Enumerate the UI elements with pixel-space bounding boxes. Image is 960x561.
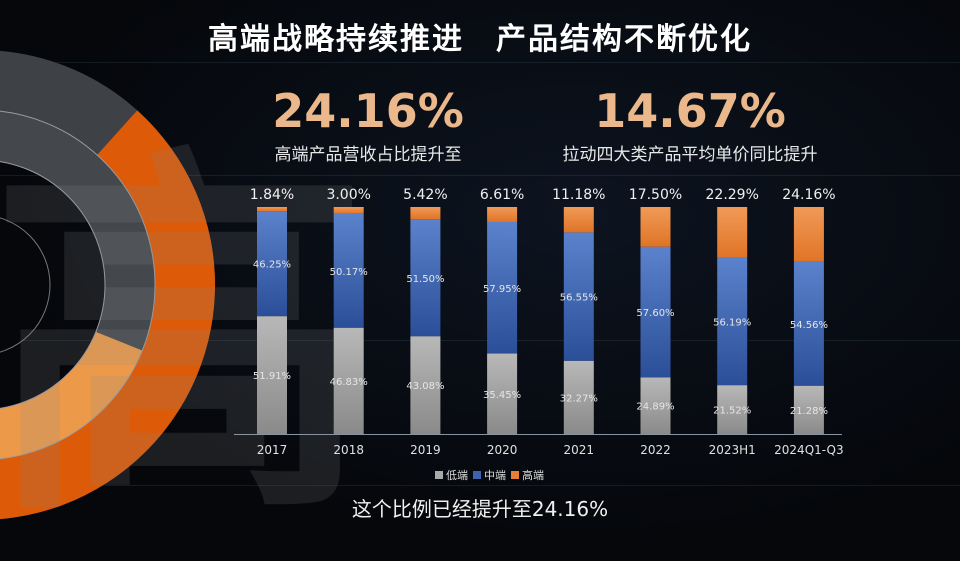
kpi-value: 24.16% xyxy=(272,84,464,138)
data-label-high-end: 11.18% xyxy=(552,187,605,203)
legend-swatch-low-end xyxy=(435,471,443,479)
bar-segment-high-end xyxy=(717,207,748,258)
kpi-caption: 高端产品营收占比提升至 xyxy=(274,145,462,165)
legend-swatch-high-end xyxy=(511,471,519,479)
data-label-mid-end: 46.25% xyxy=(253,260,291,271)
kpi-high-end-share: 24.16% 高端产品营收占比提升至 xyxy=(248,88,488,165)
divider xyxy=(0,62,960,63)
bar-segment-low-end xyxy=(487,353,518,434)
data-label-low-end: 32.27% xyxy=(560,393,598,404)
x-tick-label: 2017 xyxy=(257,443,288,457)
data-label-high-end: 6.61% xyxy=(480,187,524,203)
data-label-high-end: 17.50% xyxy=(629,187,682,203)
data-label-high-end: 22.29% xyxy=(706,187,759,203)
bar-segment-high-end xyxy=(563,207,594,233)
data-label-low-end: 21.52% xyxy=(713,406,751,417)
legend-label-high-end: 高端 xyxy=(522,468,544,482)
bar-segment-high-end xyxy=(793,207,824,262)
data-label-low-end: 35.45% xyxy=(483,390,521,401)
x-tick-label: 2019 xyxy=(410,443,441,457)
legend-label-low-end: 低端 xyxy=(446,469,468,482)
data-label-low-end: 24.89% xyxy=(636,402,674,413)
data-label-high-end: 24.16% xyxy=(782,187,835,203)
kpi-caption: 拉动四大类产品平均单价同比提升 xyxy=(562,145,818,165)
decorative-rings xyxy=(0,50,215,520)
divider xyxy=(0,175,960,176)
x-tick-label: 2024Q1-Q3 xyxy=(774,443,843,457)
stacked-bar-chart: 51.91% 46.25% 1.84% 2017 46.83% 50.17% 3.00% 20… xyxy=(234,187,844,482)
data-label-low-end: 51.91% xyxy=(253,371,291,382)
data-label-mid-end: 57.60% xyxy=(636,308,674,319)
kpi-price-growth: 14.67% 拉动四大类产品平均单价同比提升 xyxy=(540,88,840,165)
x-tick-label: 2022 xyxy=(640,443,671,457)
x-tick-label: 2023H1 xyxy=(709,443,756,457)
data-label-high-end: 3.00% xyxy=(326,187,370,203)
x-tick-label: 2018 xyxy=(333,443,364,457)
bar-segment-mid-end xyxy=(333,213,364,328)
footer-caption: 这个比例已经提升至24.16% xyxy=(351,497,609,521)
x-tick-label: 2020 xyxy=(487,443,518,457)
data-label-mid-end: 57.95% xyxy=(483,284,521,295)
bar-segment-mid-end xyxy=(257,211,287,317)
bar-segment-mid-end xyxy=(640,246,671,378)
bar-segment-low-end xyxy=(333,327,364,434)
bar-segment-high-end xyxy=(410,207,441,220)
kpi-value: 14.67% xyxy=(594,84,786,138)
data-label-high-end: 1.84% xyxy=(250,187,294,203)
bar-segment-high-end xyxy=(640,207,671,247)
data-label-high-end: 5.42% xyxy=(403,187,447,203)
bar-segment-mid-end xyxy=(487,222,518,354)
bar-segment-low-end xyxy=(257,316,287,434)
divider xyxy=(0,340,960,341)
divider xyxy=(0,485,960,486)
legend-swatch-mid-end xyxy=(473,471,481,479)
bar-segment-high-end xyxy=(257,207,287,212)
data-label-low-end: 43.08% xyxy=(406,381,444,392)
bar-segment-low-end xyxy=(410,336,441,434)
data-label-mid-end: 51.50% xyxy=(406,274,444,285)
data-label-mid-end: 54.56% xyxy=(790,320,828,331)
bar-segment-high-end xyxy=(487,207,518,223)
x-tick-label: 2021 xyxy=(564,443,595,457)
page-title: 高端战略持续推进 产品结构不断优化 xyxy=(208,22,752,57)
data-label-low-end: 21.28% xyxy=(790,406,828,417)
legend-label-mid-end: 中端 xyxy=(484,469,506,482)
bar-segment-low-end xyxy=(793,385,824,434)
bar-segment-high-end xyxy=(333,207,364,214)
bar-segment-low-end xyxy=(563,360,594,434)
bar-segment-low-end xyxy=(717,385,748,434)
bar-segment-mid-end xyxy=(793,261,824,386)
bar-segment-mid-end xyxy=(717,257,748,386)
data-label-mid-end: 56.55% xyxy=(560,293,598,304)
watermark-character: 高 xyxy=(0,118,370,561)
data-label-mid-end: 50.17% xyxy=(330,267,368,278)
bar-segment-mid-end xyxy=(410,219,441,337)
bar-segment-low-end xyxy=(640,377,671,434)
data-label-low-end: 46.83% xyxy=(330,377,368,388)
data-label-mid-end: 56.19% xyxy=(713,317,751,328)
bar-segment-mid-end xyxy=(563,232,594,361)
